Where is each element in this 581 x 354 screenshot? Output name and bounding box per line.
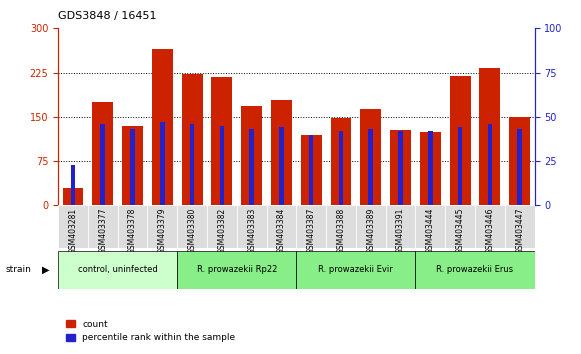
Text: GSM403383: GSM403383 [247, 207, 256, 254]
Bar [177, 205, 207, 248]
Text: GSM403387: GSM403387 [307, 207, 315, 254]
Bar [475, 205, 505, 248]
Bar [360, 109, 381, 205]
Bar [450, 75, 471, 205]
Bar [517, 129, 522, 205]
Bar [177, 251, 296, 289]
Text: GSM403384: GSM403384 [277, 207, 286, 254]
Bar [505, 205, 535, 248]
Bar [182, 74, 203, 205]
Text: GSM403382: GSM403382 [217, 207, 227, 254]
Text: GSM403391: GSM403391 [396, 207, 405, 254]
Text: control, uninfected: control, uninfected [78, 266, 157, 274]
Bar [148, 205, 177, 248]
Bar [390, 130, 411, 205]
Text: GSM403380: GSM403380 [188, 207, 196, 254]
Text: GSM403378: GSM403378 [128, 207, 137, 254]
Text: GSM403281: GSM403281 [69, 207, 77, 253]
Bar [420, 132, 441, 205]
Legend: count, percentile rank within the sample: count, percentile rank within the sample [63, 316, 239, 346]
Bar [92, 102, 113, 205]
Bar [101, 124, 105, 205]
Bar [267, 205, 296, 248]
Bar [241, 106, 262, 205]
Bar [63, 188, 84, 205]
Bar [428, 131, 433, 205]
Bar [88, 205, 117, 248]
Text: ▶: ▶ [42, 265, 49, 275]
Text: GSM403379: GSM403379 [158, 207, 167, 254]
Text: GSM403377: GSM403377 [98, 207, 107, 254]
Bar [249, 129, 254, 205]
Bar [301, 135, 322, 205]
Text: GSM403389: GSM403389 [366, 207, 375, 254]
Bar [458, 127, 462, 205]
Bar [445, 205, 475, 248]
Bar [190, 124, 195, 205]
Text: GSM403388: GSM403388 [336, 207, 346, 254]
Bar [356, 205, 386, 248]
Text: GSM403446: GSM403446 [485, 207, 494, 254]
Text: strain: strain [6, 266, 32, 274]
Bar [160, 122, 164, 205]
Bar [398, 131, 403, 205]
Text: R. prowazekii Erus: R. prowazekii Erus [436, 266, 514, 274]
Bar [309, 135, 314, 205]
Bar [58, 251, 177, 289]
Bar [415, 251, 535, 289]
Bar [130, 129, 135, 205]
Text: GSM403445: GSM403445 [456, 207, 465, 254]
Text: R. prowazekii Rp22: R. prowazekii Rp22 [196, 266, 277, 274]
Bar [117, 205, 148, 248]
Bar [58, 205, 88, 248]
Bar [415, 205, 445, 248]
Bar [152, 49, 173, 205]
Bar [331, 118, 352, 205]
Text: GSM403447: GSM403447 [515, 207, 524, 254]
Bar [339, 131, 343, 205]
Bar [479, 68, 500, 205]
Bar [296, 205, 326, 248]
Bar [326, 205, 356, 248]
Text: R. prowazekii Evir: R. prowazekii Evir [318, 266, 393, 274]
Bar [271, 100, 292, 205]
Bar [211, 77, 232, 205]
Bar [220, 126, 224, 205]
Bar [368, 129, 373, 205]
Bar [122, 126, 143, 205]
Text: GSM403444: GSM403444 [426, 207, 435, 254]
Bar [207, 205, 237, 248]
Bar [279, 127, 284, 205]
Bar [487, 124, 492, 205]
Bar [509, 117, 530, 205]
Bar [237, 205, 267, 248]
Bar [296, 251, 415, 289]
Bar [71, 165, 76, 205]
Bar [386, 205, 415, 248]
Text: GDS3848 / 16451: GDS3848 / 16451 [58, 11, 157, 21]
